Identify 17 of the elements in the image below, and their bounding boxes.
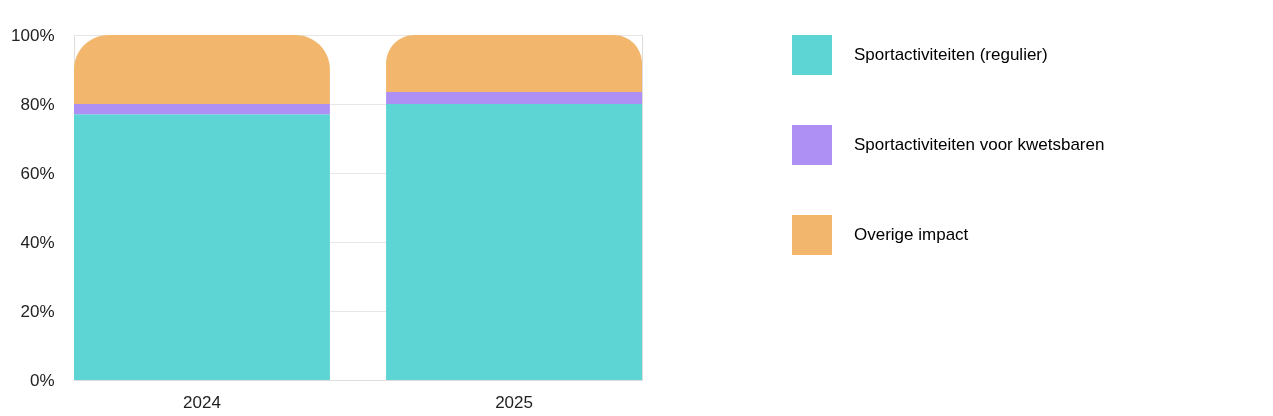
y-tick-label: 0%: [29, 370, 55, 390]
y-tick-label: 80%: [20, 94, 55, 114]
y-tick-label: 40%: [20, 232, 55, 252]
y-tick-label: 100%: [11, 25, 55, 45]
bar: [386, 104, 642, 380]
y-tick-label: 20%: [20, 301, 55, 321]
legend-label: Overige impact: [854, 225, 969, 244]
legend-label: Sportactiviteiten (regulier): [854, 45, 1048, 64]
legend-label: Sportactiviteiten voor kwetsbaren: [854, 135, 1105, 154]
x-tick-label: 2025: [495, 392, 533, 412]
bar: [74, 114, 330, 380]
bar: [386, 35, 642, 92]
bar: [74, 35, 330, 104]
bar: [386, 91, 642, 104]
y-tick-label: 60%: [20, 163, 55, 183]
bar: [74, 104, 330, 115]
x-tick-label: 2024: [183, 392, 221, 412]
